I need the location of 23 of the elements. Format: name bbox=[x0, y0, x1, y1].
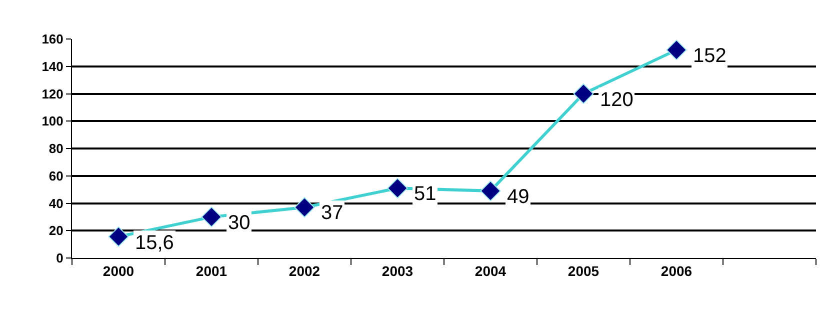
x-tick-label: 2002 bbox=[288, 262, 320, 279]
y-tick-label: 160 bbox=[42, 32, 64, 47]
x-tick-label: 2003 bbox=[382, 262, 414, 279]
data-label: 51 bbox=[414, 183, 436, 205]
y-tick-label: 60 bbox=[48, 168, 64, 184]
y-tick-label: 140 bbox=[42, 58, 64, 74]
y-tick-label: 100 bbox=[42, 114, 64, 129]
y-tick-label: 0 bbox=[56, 250, 64, 266]
data-label: 37 bbox=[321, 202, 344, 224]
x-tick-label: 2005 bbox=[568, 262, 600, 279]
data-label: 30 bbox=[228, 212, 250, 234]
x-tick-label: 2001 bbox=[196, 262, 228, 279]
y-tick-label: 40 bbox=[48, 196, 64, 211]
y-tick-label: 120 bbox=[42, 86, 64, 102]
y-tick-label: 20 bbox=[48, 223, 64, 238]
data-label: 120 bbox=[600, 89, 634, 111]
data-label: 152 bbox=[693, 45, 726, 67]
x-tick-label: 2004 bbox=[474, 262, 506, 279]
data-label: 49 bbox=[507, 186, 530, 208]
x-tick-label: 2000 bbox=[102, 262, 134, 279]
y-tick-label: 80 bbox=[48, 141, 64, 156]
data-label: 15,6 bbox=[135, 232, 174, 254]
x-tick-label: 2006 bbox=[660, 262, 692, 279]
